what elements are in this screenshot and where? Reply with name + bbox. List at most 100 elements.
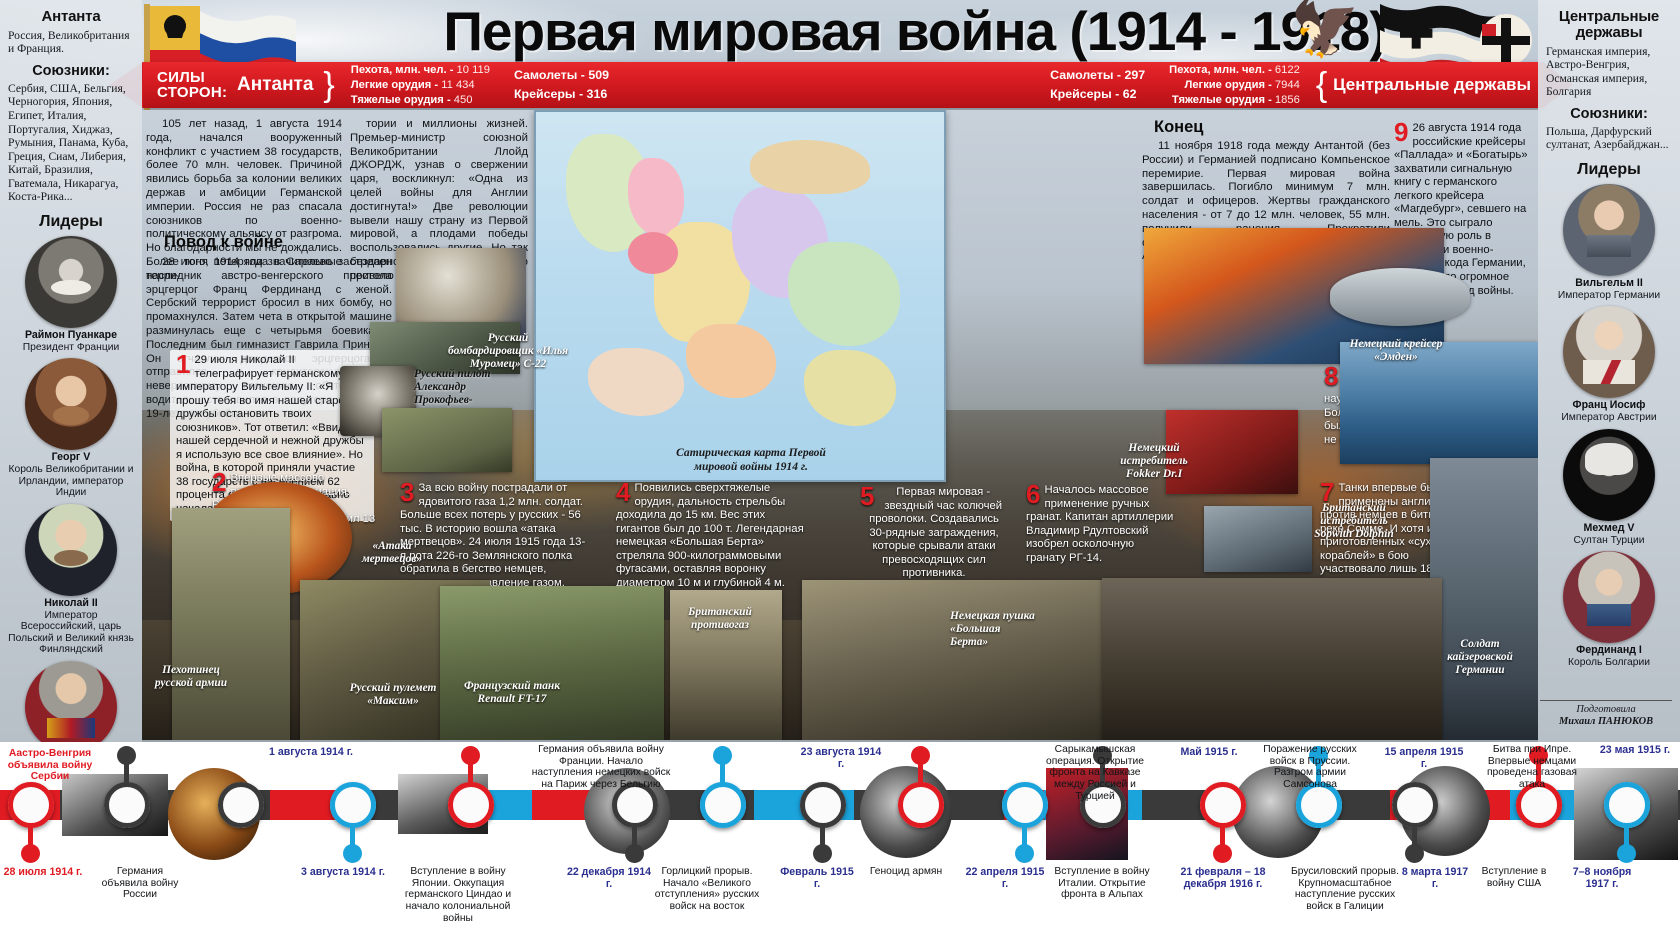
leader-card[interactable]: Мехмед V Султан Турции [1545,428,1673,546]
stat-label: Крейсеры - [513,87,584,101]
timeline-dot [813,844,832,863]
timeline-label-below: 8 марта 1917 г. [1401,866,1469,891]
timeline-label-below: 7–8 ноября 1917 г. [1572,866,1632,891]
central-bloc-title: Центральные державы [1558,8,1660,41]
leader-card[interactable]: Георг V Король Великобритании и Ирландии… [7,358,135,498]
timeline-label-below: 3 августа 1914 г. [301,866,385,878]
credit-block: Подготовила Михаил ПАНЮКОВ [1540,700,1672,729]
timeline-label-below: 22 декабря 1914 г. [566,866,652,891]
timeline-label-below: 28 июля 1914 г. [3,866,83,878]
brace-right-icon: { [1315,66,1328,104]
forces-ribbon: Силы сторон: Антанта } Пехота, млн. чел.… [109,62,1573,108]
timeline-node[interactable] [1516,782,1562,828]
timeline-stem [350,826,355,850]
fact-number: 8 [1324,361,1339,391]
zeppelin-hull [1330,268,1470,326]
avatar [1563,428,1655,521]
timeline-node[interactable] [1080,782,1126,828]
timeline-stem [632,826,637,850]
timeline-label-above: 23 августа 1914 г. [800,746,882,771]
russian-infantry-art [172,508,290,740]
fact-number: 5 [860,481,875,511]
credit-line-2: Михаил ПАНЮКОВ [1558,716,1654,728]
casus-belli-title: Повод к войне [164,233,283,251]
central-stats-col: Пехота, млн. чел. - 6122 Легкие орудия -… [1159,63,1310,108]
caption-gasmask: Британский противогаз [688,606,752,632]
stat-value: 62 [1122,87,1137,101]
credit-line-1: Подготовила [1540,700,1672,716]
leader-title: Король Болгарии [1568,656,1650,668]
leader-title: Король Великобритании и Ирландии, импера… [8,464,134,499]
emden-cruiser-art [1340,342,1538,464]
timeline-node[interactable] [8,782,54,828]
biplane-art [382,408,512,472]
caption-emden: Немецкий крейсер «Эмден» [1349,338,1443,364]
timeline-node[interactable] [1604,782,1650,828]
stat-value: 297 [1124,67,1146,82]
timeline-node-ring [8,782,54,828]
entente-stats-col: Пехота, млн. чел. - 10 119 Легкие орудия… [341,63,500,108]
timeline-node[interactable] [448,782,494,828]
timeline-node[interactable] [898,782,944,828]
map-figure-britain [628,232,678,274]
timeline-dot [1213,844,1232,863]
leader-card[interactable]: Вильгельм II Император Германии [1545,183,1673,301]
timeline-stem [1316,760,1321,784]
timeline-label-below: Геноцид армян [869,866,943,877]
leader-card[interactable]: Франц Иосиф Император Австрии [1545,306,1673,423]
timeline-stem [820,826,825,850]
main-illustration-canvas: Сатирическая карта Первой мировой войны … [142,110,1538,740]
timeline-dot [1093,746,1112,765]
timeline-node[interactable] [1392,782,1438,828]
timeline-node[interactable] [1002,782,1048,828]
timeline-stem [468,760,473,784]
fact-text: Первая мировая - звездный час колючей пр… [869,486,1003,580]
timeline-node-ring [1604,782,1650,828]
timeline-node[interactable] [1296,782,1342,828]
war-timeline: Аастро-Венгрия объявила войну Сербии 1 а… [0,742,1680,925]
stat-label: Пехота, млн. чел. - [1169,63,1272,76]
timeline-label-below: Горлицкий прорыв. Начало «Великого отсту… [654,866,760,913]
ribbon-label: Силы сторон: [157,68,228,101]
timeline-node[interactable] [1200,782,1246,828]
timeline-node[interactable] [330,782,376,828]
leader-card[interactable]: Фердинанд I Король Болгарии [1545,551,1673,668]
timeline-node-ring [700,782,746,828]
timeline-node[interactable] [612,782,658,828]
timeline-node[interactable] [800,782,846,828]
leader-card[interactable]: Раймон Пуанкаре Президент Франции [7,235,135,353]
timeline-dot [1405,844,1424,863]
central-stats-col2: Самолеты - 297 Крейсеры - 62 [1036,66,1159,104]
caption-map: Сатирическая карта Первой мировой войны … [676,446,826,474]
leader-title: Император Германии [1557,289,1661,301]
timeline-label-above: Битва при Ипре. Впервые немцами проведен… [1486,744,1578,791]
timeline-node[interactable] [218,782,264,828]
sidebar-central-powers: Центральные державы Германская империя, … [1538,0,1680,760]
entente-stats-col2: Самолеты - 509 Крейсеры - 316 [500,66,623,104]
leader-name: Вильгельм II [1575,276,1643,289]
leader-card[interactable]: Николай II Император Всероссийский, царь… [7,503,135,656]
timeline-stem [1220,826,1225,850]
map-landmass [588,348,684,416]
sidebar-entente: Антанта Россия, Великобритания и Франция… [0,0,142,778]
timeline-node[interactable] [104,782,150,828]
fact-box-5: 5 Первая мировая - звездный час колючей … [854,482,1014,585]
lede-column-1: 105 лет назад, 1 августа 1914 года, нача… [146,118,342,284]
timeline-node[interactable] [700,782,746,828]
imperial-eagle-icon: 🦅 [1290,0,1360,59]
timeline-label-above: Сарыкамышская операция. Открытие фронта … [1046,744,1144,802]
timeline-stem [124,760,129,784]
stat-label: Крейсеры - [1050,87,1120,101]
timeline-label-below: 22 апреля 1915 г. [965,866,1045,891]
leader-name: Георг V [51,451,91,464]
central-leaders-title: Лидеры [1577,160,1641,178]
timeline-node-ring [1200,782,1246,828]
end-title: Конец [1154,118,1204,136]
lede-text: 105 лет назад, 1 августа 1914 года, нача… [146,118,342,282]
caption-dead-attack: «Атака мертвецов» [361,540,423,566]
fact-text: Появились сверхтяжелые орудия, дальность… [616,482,804,589]
avatar [25,660,117,753]
timeline-label-below: Германия объявила войну России [101,866,179,901]
leader-name: Николай II [44,596,98,609]
